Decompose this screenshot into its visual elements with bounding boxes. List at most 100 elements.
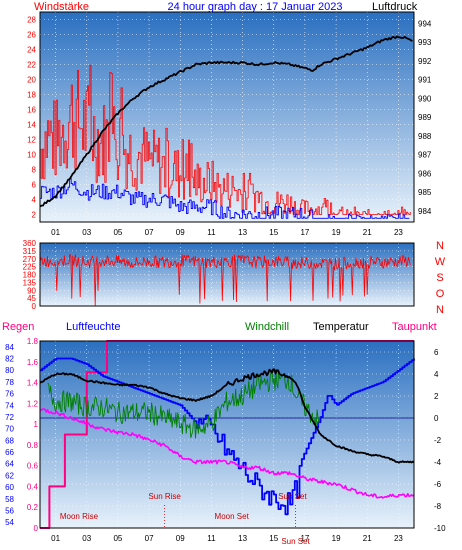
humidity-tick-label: 62 — [5, 471, 14, 480]
time-tick-label: 11 — [207, 228, 216, 237]
panel2-frame — [39, 242, 415, 307]
time-tick-label: 01 — [51, 534, 60, 543]
pressure-tick-label: 989 — [418, 113, 432, 122]
wind-tick-label: 14 — [27, 121, 36, 130]
wind-tick-label: 16 — [27, 106, 36, 115]
temperature-tick-label: 6 — [434, 348, 439, 357]
wind-strength-title: Windstärke — [34, 1, 89, 13]
compass-label: S — [436, 272, 443, 284]
humidity-tick-label: 68 — [5, 436, 14, 445]
wind-gust-line — [40, 64, 411, 215]
compass-label: O — [436, 288, 445, 300]
rain-tick-label: 1.4 — [27, 379, 39, 388]
time-tick-label: 23 — [394, 228, 403, 237]
time-tick-label: 09 — [176, 534, 185, 543]
time-tick-label: 15 — [269, 228, 278, 237]
humidity-line — [40, 357, 415, 516]
compass-label: N — [436, 240, 444, 252]
wind-tick-label: 22 — [27, 61, 36, 70]
time-tick-label: 13 — [238, 534, 247, 543]
pressure-tick-label: 993 — [418, 38, 432, 47]
direction-tick-label: 270 — [23, 255, 37, 264]
time-tick-label: 05 — [113, 228, 122, 237]
pressure-tick-label: 994 — [418, 19, 432, 28]
rain-tick-label: 0 — [34, 524, 39, 533]
humidity-tick-label: 76 — [5, 390, 14, 399]
wind-direction-line — [39, 253, 411, 306]
temperature-tick-label: -8 — [434, 502, 442, 511]
time-tick-label: 19 — [332, 534, 341, 543]
time-tick-label: 23 — [394, 534, 403, 543]
time-tick-label: 21 — [363, 534, 372, 543]
rain-tick-label: 0.6 — [27, 462, 39, 471]
wind-tick-label: 2 — [32, 211, 37, 220]
rain-tick-label: 1.6 — [27, 358, 39, 367]
rain-line — [40, 340, 414, 529]
pressure-tick-label: 990 — [418, 94, 432, 103]
wind-tick-label: 28 — [27, 16, 36, 25]
temperature-line — [39, 368, 415, 464]
time-tick-label: 01 — [51, 228, 60, 237]
rain-title: Regen — [2, 321, 34, 333]
temperature-tick-label: -2 — [434, 436, 442, 445]
wind-tick-label: 26 — [27, 31, 36, 40]
rain-tick-label: 0.8 — [27, 441, 39, 450]
pressure-tick-label: 984 — [418, 207, 432, 216]
wind-average-line — [40, 178, 410, 219]
rain-tick-label: 1 — [34, 420, 39, 429]
temperature-title: Temperatur — [313, 321, 369, 333]
time-tick-label: 13 — [238, 228, 247, 237]
astro-annotation: Moon Set — [215, 512, 250, 521]
windchill-title: Windchill — [245, 321, 289, 333]
pressure-tick-label: 991 — [418, 76, 432, 85]
humidity-tick-label: 58 — [5, 495, 14, 504]
time-tick-label: 11 — [207, 534, 216, 543]
pressure-tick-label: 988 — [418, 132, 432, 141]
time-tick-label: 07 — [145, 534, 154, 543]
compass-label: N — [436, 304, 444, 316]
humidity-tick-label: 72 — [5, 413, 14, 422]
humidity-tick-label: 82 — [5, 355, 14, 364]
dewpoint-title: Taupunkt — [392, 321, 437, 333]
pressure-tick-label: 986 — [418, 169, 432, 178]
humidity-tick-label: 56 — [5, 506, 14, 515]
astro-annotation: Sun Set — [281, 537, 310, 546]
time-tick-label: 19 — [332, 228, 341, 237]
direction-tick-label: 135 — [23, 278, 37, 287]
direction-tick-label: 0 — [32, 302, 37, 311]
humidity-tick-label: 70 — [5, 425, 14, 434]
compass-label: W — [435, 256, 446, 268]
wind-tick-label: 18 — [27, 91, 36, 100]
humidity-title: Luftfeuchte — [66, 321, 120, 333]
time-tick-label: 21 — [363, 228, 372, 237]
wind-tick-label: 10 — [27, 151, 36, 160]
rain-tick-label: 1.2 — [27, 399, 39, 408]
panel1-frame — [39, 11, 415, 223]
rain-tick-label: 0.2 — [27, 503, 39, 512]
wind-tick-label: 6 — [32, 181, 37, 190]
humidity-tick-label: 54 — [5, 518, 14, 527]
time-tick-label: 15 — [269, 534, 278, 543]
direction-tick-label: 180 — [23, 271, 37, 280]
rain-tick-label: 0.4 — [27, 482, 39, 491]
panel3-frame — [39, 340, 415, 529]
temperature-tick-label: 0 — [434, 414, 439, 423]
wind-tick-label: 20 — [27, 76, 36, 85]
time-tick-label: 09 — [176, 228, 185, 237]
pressure-line — [39, 35, 413, 208]
humidity-tick-label: 84 — [5, 343, 14, 352]
time-tick-label: 03 — [82, 228, 91, 237]
pressure-title: Luftdruck — [372, 1, 418, 13]
temperature-tick-label: -10 — [434, 524, 446, 533]
direction-tick-label: 315 — [23, 247, 37, 256]
rain-tick-label: 1.8 — [27, 337, 39, 346]
humidity-tick-label: 60 — [5, 483, 14, 492]
wind-tick-label: 12 — [27, 136, 36, 145]
temperature-tick-label: 2 — [434, 392, 439, 401]
direction-tick-label: 225 — [23, 263, 37, 272]
wind-tick-label: 8 — [32, 166, 37, 175]
chart-date-title: 24 hour graph day : 17 Januar 2023 — [168, 1, 343, 13]
time-tick-label: 17 — [300, 228, 309, 237]
